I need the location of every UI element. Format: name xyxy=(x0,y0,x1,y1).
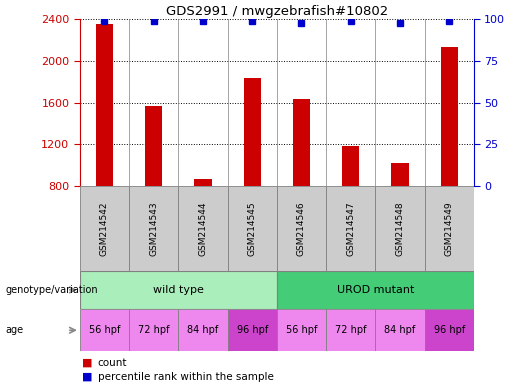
Bar xyxy=(440,47,458,186)
Text: GSM214545: GSM214545 xyxy=(248,201,256,256)
Bar xyxy=(228,309,277,351)
Text: GSM214546: GSM214546 xyxy=(297,201,306,256)
Bar xyxy=(375,186,424,271)
Text: percentile rank within the sample: percentile rank within the sample xyxy=(98,372,274,382)
Text: 84 hpf: 84 hpf xyxy=(384,325,416,335)
Text: 96 hpf: 96 hpf xyxy=(236,325,268,335)
Bar xyxy=(293,99,310,186)
Bar xyxy=(326,186,375,271)
Text: 84 hpf: 84 hpf xyxy=(187,325,218,335)
Bar xyxy=(244,78,261,186)
Text: GSM214544: GSM214544 xyxy=(198,201,208,256)
Text: GSM214543: GSM214543 xyxy=(149,201,158,256)
Bar xyxy=(391,163,408,186)
Bar xyxy=(96,25,113,186)
Bar xyxy=(129,186,178,271)
Bar xyxy=(80,271,277,309)
Text: 96 hpf: 96 hpf xyxy=(434,325,465,335)
Text: count: count xyxy=(98,358,127,368)
Text: GSM214548: GSM214548 xyxy=(396,201,404,256)
Text: GSM214542: GSM214542 xyxy=(100,201,109,256)
Bar xyxy=(375,309,424,351)
Text: ■: ■ xyxy=(82,372,93,382)
Bar xyxy=(228,186,277,271)
Text: UROD mutant: UROD mutant xyxy=(337,285,414,295)
Title: GDS2991 / mwgzebrafish#10802: GDS2991 / mwgzebrafish#10802 xyxy=(166,5,388,18)
Text: wild type: wild type xyxy=(153,285,204,295)
Bar xyxy=(145,106,162,186)
Text: GSM214547: GSM214547 xyxy=(346,201,355,256)
Text: GSM214549: GSM214549 xyxy=(444,201,454,256)
Text: 56 hpf: 56 hpf xyxy=(89,325,120,335)
Text: ■: ■ xyxy=(82,358,93,368)
Bar xyxy=(194,179,212,186)
Bar xyxy=(178,309,228,351)
Bar xyxy=(326,309,375,351)
Text: 72 hpf: 72 hpf xyxy=(335,325,367,335)
Text: 56 hpf: 56 hpf xyxy=(286,325,317,335)
Bar xyxy=(424,309,474,351)
Bar xyxy=(80,186,129,271)
Bar xyxy=(277,271,474,309)
Bar xyxy=(129,309,178,351)
Bar xyxy=(80,309,129,351)
Text: age: age xyxy=(5,325,23,335)
Text: 72 hpf: 72 hpf xyxy=(138,325,169,335)
Bar xyxy=(342,146,359,186)
Bar xyxy=(178,186,228,271)
Bar xyxy=(277,309,326,351)
Bar xyxy=(424,186,474,271)
Bar xyxy=(277,186,326,271)
Text: genotype/variation: genotype/variation xyxy=(5,285,98,295)
